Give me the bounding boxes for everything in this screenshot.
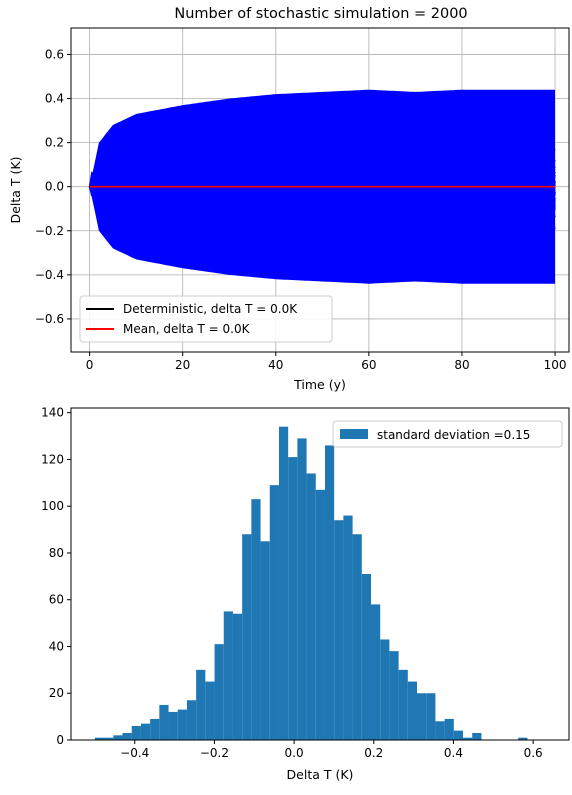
- y-tick-label: 20: [49, 686, 64, 700]
- y-tick-label: 0.2: [45, 136, 64, 150]
- histogram-bar: [232, 613, 243, 740]
- histogram-bar: [472, 732, 482, 740]
- histogram-bar: [113, 735, 123, 740]
- histogram-bar: [251, 499, 261, 740]
- legend-box: [79, 295, 333, 343]
- histogram-bar: [122, 732, 132, 740]
- plot-frame: [70, 27, 570, 353]
- x-axis-label: Time (y): [293, 377, 346, 392]
- y-tick-label: 100: [41, 499, 64, 513]
- x-tick-label: −0.4: [120, 746, 149, 760]
- histogram-bar: [288, 457, 298, 740]
- histogram-bars: [94, 426, 528, 740]
- histogram-bar: [214, 644, 224, 740]
- histogram-bar: [343, 515, 353, 740]
- histogram-bar: [370, 604, 381, 740]
- legend-swatch: [340, 429, 368, 439]
- histogram-bar: [453, 730, 464, 740]
- histogram-bar: [426, 693, 436, 740]
- x-axis-label: Delta T (K): [287, 767, 354, 782]
- x-tick-label: 0.0: [285, 746, 304, 760]
- x-tick-label: 0.4: [444, 746, 463, 760]
- y-axis-label: Delta T (K): [8, 157, 23, 224]
- histogram-bar: [444, 718, 454, 740]
- legend-box: [332, 420, 563, 448]
- histogram-bar: [518, 737, 528, 740]
- x-tick-label: −0.2: [200, 746, 229, 760]
- histogram-bar: [334, 520, 344, 740]
- y-tick-label: −0.6: [35, 312, 64, 326]
- histogram-bar: [269, 485, 279, 740]
- histogram-bar: [242, 534, 252, 740]
- axis-ticks: −0.4 −0.2 0.0 0.2 0.4 0.6 0 20 40 60 80 100 120 140: [41, 406, 543, 760]
- x-tick-label: 60: [361, 358, 376, 372]
- y-tick-label: 120: [41, 452, 64, 466]
- x-tick-label: 0: [86, 358, 94, 372]
- x-tick-label: 0.6: [524, 746, 543, 760]
- x-tick-label: 100: [544, 358, 567, 372]
- histogram-bar: [159, 704, 169, 740]
- legend-label: standard deviation =0.15: [377, 428, 530, 442]
- y-tick-label: 140: [41, 406, 64, 420]
- legend-label: Mean, delta T = 0.0K: [123, 322, 251, 336]
- x-tick-label: 80: [454, 358, 469, 372]
- histogram-bar: [398, 669, 408, 740]
- chart-title: Number of stochastic simulation = 2000: [174, 6, 467, 22]
- histogram-bar: [297, 438, 307, 740]
- stochastic-trajectory: [89, 170, 556, 251]
- histogram-bar: [306, 473, 316, 740]
- histogram-bar: [131, 725, 141, 740]
- axis-ticks: 0 20 40 60 80 100 −0.6 −0.4 −0.2 0.0 0.2 0.4 0.6: [35, 47, 567, 372]
- histogram-bar: [463, 737, 473, 740]
- histogram-bar: [186, 700, 197, 740]
- x-tick-label: 0.2: [364, 746, 383, 760]
- y-tick-label: 40: [49, 639, 64, 653]
- histogram-bar: [205, 681, 215, 740]
- histogram-bar: [407, 681, 418, 740]
- x-tick-label: 40: [268, 358, 283, 372]
- legend: standard deviation =0.15: [332, 420, 563, 448]
- histogram-chart: −0.4 −0.2 0.0 0.2 0.4 0.6 0 20 40 60 80 100 120 140 D…: [41, 406, 570, 782]
- stochastic-trajectory: [89, 157, 556, 230]
- y-tick-label: 0: [56, 733, 64, 747]
- histogram-bar: [315, 489, 325, 740]
- histogram-bar: [104, 737, 114, 740]
- y-tick-label: 0.4: [45, 92, 64, 106]
- y-tick-label: −0.2: [35, 224, 64, 238]
- stochastic-trajectory: [88, 159, 556, 210]
- plot-frame: [70, 407, 570, 741]
- histogram-bar: [150, 718, 160, 740]
- x-tick-label: 20: [175, 358, 190, 372]
- y-tick-label: 0.6: [45, 47, 64, 61]
- histogram-bar: [361, 574, 371, 740]
- histogram-bar: [380, 639, 390, 740]
- histogram-bar: [94, 737, 105, 740]
- legend-label: Deterministic, delta T = 0.0K: [123, 302, 298, 316]
- histogram-bar: [140, 723, 151, 740]
- y-tick-label: 80: [49, 546, 64, 560]
- histogram-bar: [177, 709, 187, 740]
- histogram-bar: [196, 669, 206, 740]
- histogram-bar: [352, 534, 362, 740]
- histogram-bar: [168, 711, 178, 740]
- histogram-bar: [417, 693, 427, 740]
- y-tick-label: 0.0: [45, 180, 64, 194]
- line-chart: Number of stochastic simulation = 2000 0…: [8, 6, 570, 392]
- legend: Deterministic, delta T = 0.0K Mean, delta…: [79, 295, 333, 343]
- histogram-bar: [389, 651, 399, 740]
- plot-area: [88, 89, 556, 284]
- y-tick-label: −0.4: [35, 268, 64, 282]
- histogram-bar: [324, 445, 335, 740]
- histogram-bar: [260, 541, 270, 740]
- histogram-bar: [278, 426, 289, 740]
- histogram-bar: [223, 611, 233, 740]
- y-tick-label: 60: [49, 593, 64, 607]
- histogram-bar: [435, 721, 445, 740]
